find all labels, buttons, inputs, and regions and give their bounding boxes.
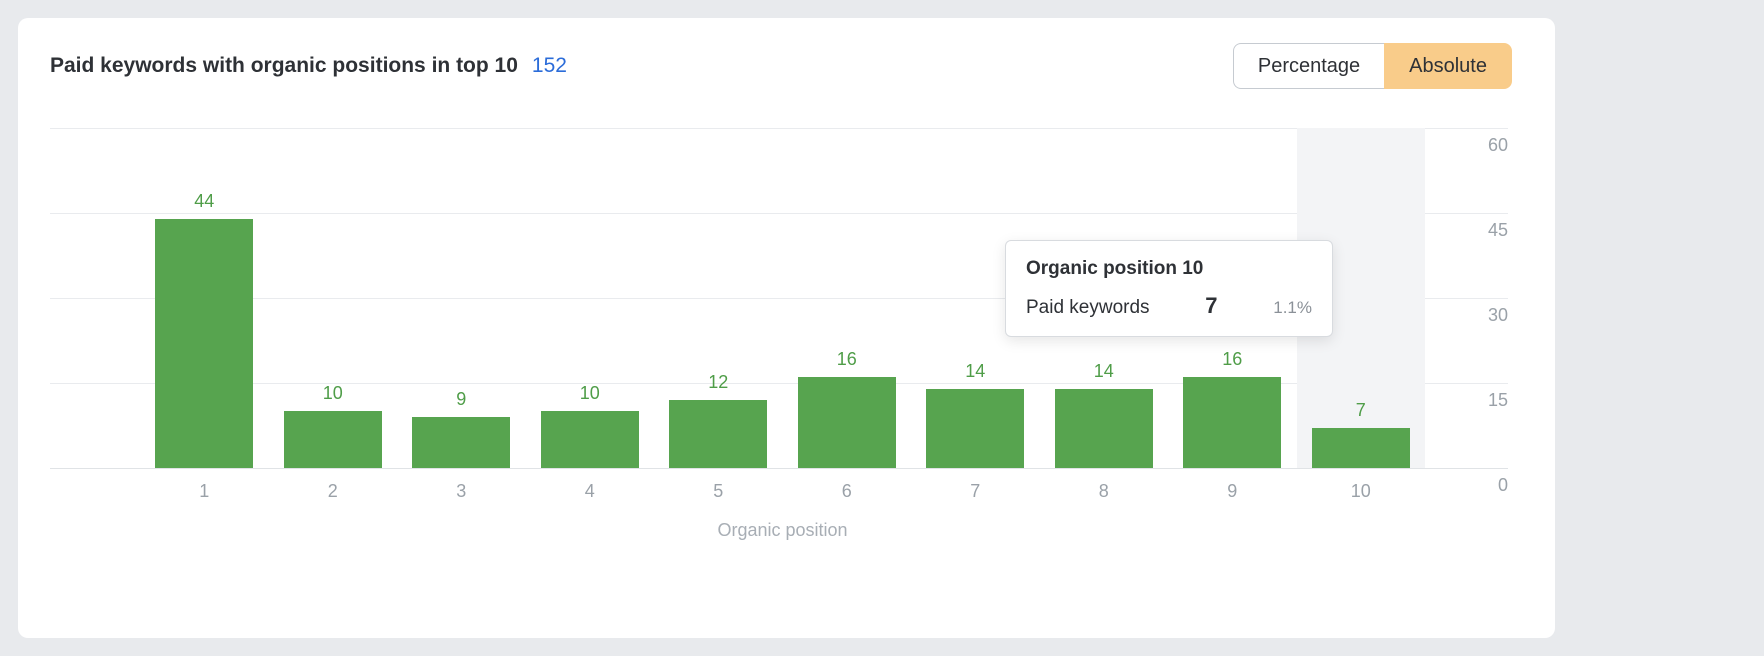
bar-value-label: 16 bbox=[836, 349, 857, 369]
gridline bbox=[50, 128, 1508, 129]
x-axis-tick-label: 5 bbox=[713, 481, 724, 501]
y-axis-tick-label: 0 bbox=[1497, 475, 1508, 495]
bar-cell-6: 16 bbox=[783, 128, 912, 468]
bar-value-label: 14 bbox=[965, 361, 986, 381]
bar-value-label: 12 bbox=[708, 372, 729, 392]
x-axis-tick-label: 2 bbox=[327, 481, 338, 501]
bar-cell-4: 10 bbox=[526, 128, 655, 468]
bar-cell-8: 14 bbox=[1040, 128, 1169, 468]
y-axis-tick-label: 45 bbox=[1487, 220, 1508, 240]
keyword-count-link[interactable]: 152 bbox=[531, 54, 567, 77]
bar-organic-position-9[interactable]: 16 bbox=[1183, 349, 1282, 468]
tooltip-title: Organic position 10 bbox=[1026, 258, 1204, 279]
gridline bbox=[50, 383, 1508, 384]
bar-value-label: 7 bbox=[1355, 400, 1366, 420]
x-axis-title: Organic position bbox=[717, 520, 848, 540]
bar-organic-position-1[interactable]: 44 bbox=[155, 191, 254, 468]
bar-cell-2: 10 bbox=[269, 128, 398, 468]
bar-organic-position-5[interactable]: 12 bbox=[669, 372, 768, 468]
bar-cell-9: 16 bbox=[1168, 128, 1297, 468]
card-header: Paid keywords with organic positions in … bbox=[50, 54, 567, 78]
bar-organic-position-6[interactable]: 16 bbox=[797, 349, 896, 468]
x-axis-tick-label: 10 bbox=[1350, 481, 1371, 501]
bar-cell-5: 12 bbox=[654, 128, 783, 468]
bar-organic-position-2[interactable]: 10 bbox=[283, 383, 382, 468]
bar-cell-7: 14 bbox=[911, 128, 1040, 468]
x-axis-tick-label: 4 bbox=[584, 481, 595, 501]
bar-value-label: 14 bbox=[1093, 361, 1114, 381]
x-axis-tick-labels: 1 2 3 4 5 6 7 8 9 10 bbox=[140, 481, 1425, 502]
tooltip-metric-label: Paid keywords bbox=[1026, 297, 1150, 318]
bar-cell-1: 44 bbox=[140, 128, 269, 468]
y-axis-tick-label: 60 bbox=[1487, 135, 1508, 155]
chart-card: Paid keywords with organic positions in … bbox=[18, 18, 1555, 638]
x-axis-tick-label: 6 bbox=[841, 481, 852, 501]
bar-organic-position-10[interactable]: 7 bbox=[1311, 400, 1410, 468]
bar-value-label: 10 bbox=[579, 383, 600, 403]
bar-organic-position-3[interactable]: 9 bbox=[412, 389, 511, 468]
bar-organic-position-4[interactable]: 10 bbox=[540, 383, 639, 468]
chart-title: Paid keywords with organic positions in … bbox=[50, 54, 518, 77]
absolute-toggle-button[interactable]: Absolute bbox=[1384, 43, 1512, 89]
bar-value-label: 9 bbox=[456, 389, 467, 409]
x-axis-tick-label: 9 bbox=[1227, 481, 1238, 501]
percentage-toggle-button[interactable]: Percentage bbox=[1232, 43, 1385, 89]
x-axis-tick-label: 3 bbox=[456, 481, 467, 501]
bar-value-label: 10 bbox=[322, 383, 343, 403]
bar-value-label: 16 bbox=[1222, 349, 1243, 369]
display-mode-toggle: Percentage Absolute bbox=[1232, 43, 1512, 89]
gridline bbox=[50, 298, 1508, 299]
gridline bbox=[50, 213, 1508, 214]
bar-chart: 44 10 9 10 12 16 14 14 16 7 0 15 30 45 60 1 2 3 4 5 6 7 8 9 10… bbox=[50, 128, 1508, 541]
tooltip-row: Paid keywords 7 1.1% bbox=[1026, 293, 1312, 319]
bar-organic-position-8[interactable]: 14 bbox=[1054, 361, 1153, 468]
y-axis-tick-label: 30 bbox=[1487, 305, 1508, 325]
chart-tooltip: Organic position 10 Paid keywords 7 1.1% bbox=[1005, 240, 1333, 337]
bar-cell-3: 9 bbox=[397, 128, 526, 468]
bar-organic-position-7[interactable]: 14 bbox=[926, 361, 1025, 468]
x-axis-tick-label: 7 bbox=[970, 481, 981, 501]
gridline bbox=[50, 468, 1508, 469]
tooltip-metric-value: 7 bbox=[1205, 293, 1218, 318]
x-axis-tick-label: 1 bbox=[199, 481, 210, 501]
x-axis-tick-label: 8 bbox=[1098, 481, 1109, 501]
bar-value-label: 44 bbox=[194, 191, 215, 211]
tooltip-metric-percent: 1.1% bbox=[1273, 298, 1312, 317]
y-axis-tick-label: 15 bbox=[1487, 390, 1508, 410]
